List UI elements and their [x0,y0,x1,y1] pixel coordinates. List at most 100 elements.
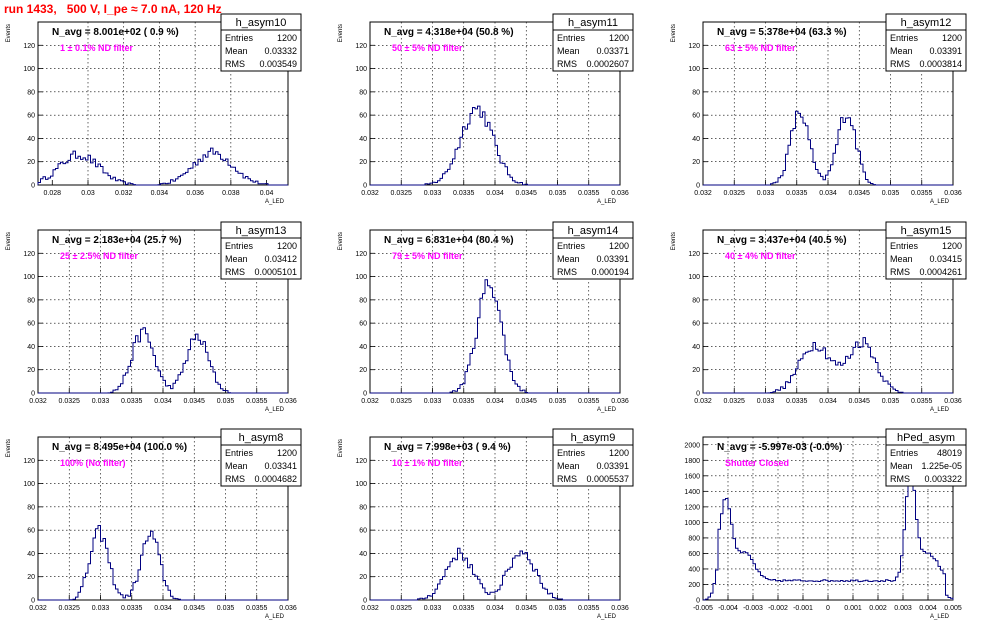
stats-label: Mean [225,46,248,56]
stats-label: RMS [225,474,245,484]
stats-label: Mean [890,461,913,471]
x-tick-label: 0.0335 [453,398,475,405]
y-tick-label: 60 [692,113,700,120]
x-tick-label: 0.0355 [578,190,600,197]
y-tick-label: 120 [688,251,700,258]
y-tick-label: 40 [27,551,35,558]
y-tick-label: 100 [688,66,700,73]
stats-label: RMS [557,474,577,484]
x-tick-label: 0.034 [486,190,504,197]
x-axis-label: A_LED [265,614,285,620]
y-tick-label: 0 [363,598,367,605]
y-tick-label: 1800 [684,458,700,465]
y-tick-label: 120 [23,458,35,465]
y-tick-label: 80 [692,297,700,304]
y-tick-label: 200 [688,582,700,589]
stats-label: Entries [890,241,919,251]
y-tick-label: 0 [31,183,35,190]
x-tick-label: 0.036 [186,190,204,197]
x-tick-label: 0.035 [217,398,235,405]
histogram-series [37,147,288,186]
stats-label: Mean [557,46,580,56]
x-tick-label: 0.033 [92,398,110,405]
stats-value: 1.225e-05 [921,461,962,471]
histogram-series [703,110,953,186]
x-axis-label: A_LED [597,199,617,205]
summary-label: N_avg = 3.437e+04 (40.5 %) [717,235,847,246]
filter-annotation: 50 ± 5% ND filter [392,43,463,53]
stats-label: Entries [557,241,586,251]
x-tick-label: 0.0345 [849,190,871,197]
y-axis-label: Events [6,24,12,42]
histogram-series [38,327,288,394]
stats-box [885,13,967,72]
y-tick-label: 0 [696,183,700,190]
stats-value: 0.003322 [924,474,962,484]
x-tick-label: 0.036 [611,605,629,612]
y-tick-label: 20 [27,367,35,374]
y-tick-label: 0 [31,391,35,398]
x-tick-label: 0.033 [424,605,442,612]
stats-value: 0.003549 [259,59,297,69]
histogram-panel-h_asym9: 0.032 0.0325 0.033 0.0335 0.034 0.0345 0.035 0.… [338,428,634,620]
y-tick-label: 60 [359,528,367,535]
x-axis-label: A_LED [597,614,617,620]
y-tick-label: 100 [355,274,367,281]
x-tick-label: 0.003 [894,605,912,612]
x-tick-label: 0.04 [260,190,274,197]
x-tick-label: 0.036 [944,398,962,405]
x-tick-label: 0.033 [424,190,442,197]
x-tick-label: 0.035 [882,398,900,405]
stats-label: RMS [557,267,577,277]
y-axis-label: Events [338,439,344,457]
histogram-panel-h_asym11: 0.032 0.0325 0.033 0.0335 0.034 0.0345 0.035 0.… [338,13,634,205]
filter-annotation: 79 ± 5% ND filter [392,251,463,261]
y-tick-label: 1400 [684,489,700,496]
filter-annotation: 10 ± 1% ND filter [392,458,463,468]
x-axis-label: A_LED [597,407,617,413]
x-tick-label: 0.0335 [453,190,475,197]
y-tick-label: 0 [31,598,35,605]
x-tick-label: 0.0325 [59,398,81,405]
x-tick-label: 0.036 [611,398,629,405]
y-tick-label: 80 [27,297,35,304]
y-tick-label: 60 [27,321,35,328]
histogram-name: h_asym8 [239,432,284,444]
x-tick-label: 0.035 [549,605,567,612]
x-tick-label: 0.0345 [516,190,538,197]
y-axis-label: Events [338,24,344,42]
y-tick-label: 60 [359,321,367,328]
y-tick-label: 80 [692,89,700,96]
x-tick-label: 0.035 [217,605,235,612]
histogram-panel-h_asym8: 0.032 0.0325 0.033 0.0335 0.034 0.0345 0.035 0.… [6,428,302,620]
x-tick-label: 0.0335 [121,605,143,612]
stats-label: Mean [225,461,248,471]
stats-value: 0.000194 [591,267,629,277]
x-tick-label: -0.001 [793,605,813,612]
y-tick-label: 80 [359,297,367,304]
x-tick-label: 0.036 [279,398,297,405]
filter-annotation: 25 ± 2.5% ND filter [60,251,138,261]
stats-box [885,428,967,487]
stats-value: 0.0003814 [919,59,962,69]
x-tick-label: 0.0335 [786,190,808,197]
y-tick-label: 120 [355,43,367,50]
y-tick-label: 800 [688,535,700,542]
stats-value: 1200 [942,241,962,251]
stats-label: RMS [890,267,910,277]
stats-label: Mean [557,461,580,471]
histogram-name: h_asym10 [236,17,287,29]
x-tick-label: 0 [826,605,830,612]
y-tick-label: 20 [692,367,700,374]
histogram-name: h_asym14 [568,225,619,237]
x-tick-label: 0.0345 [184,605,206,612]
x-tick-label: 0.034 [151,190,169,197]
x-tick-label: 0.028 [44,190,62,197]
stats-value: 1200 [277,241,297,251]
x-tick-label: 0.0325 [391,398,413,405]
stats-value: 0.03412 [264,254,297,264]
y-axis-label: Events [671,232,677,250]
histogram-series [370,279,620,394]
x-tick-label: 0.036 [279,605,297,612]
stats-box [220,428,302,487]
